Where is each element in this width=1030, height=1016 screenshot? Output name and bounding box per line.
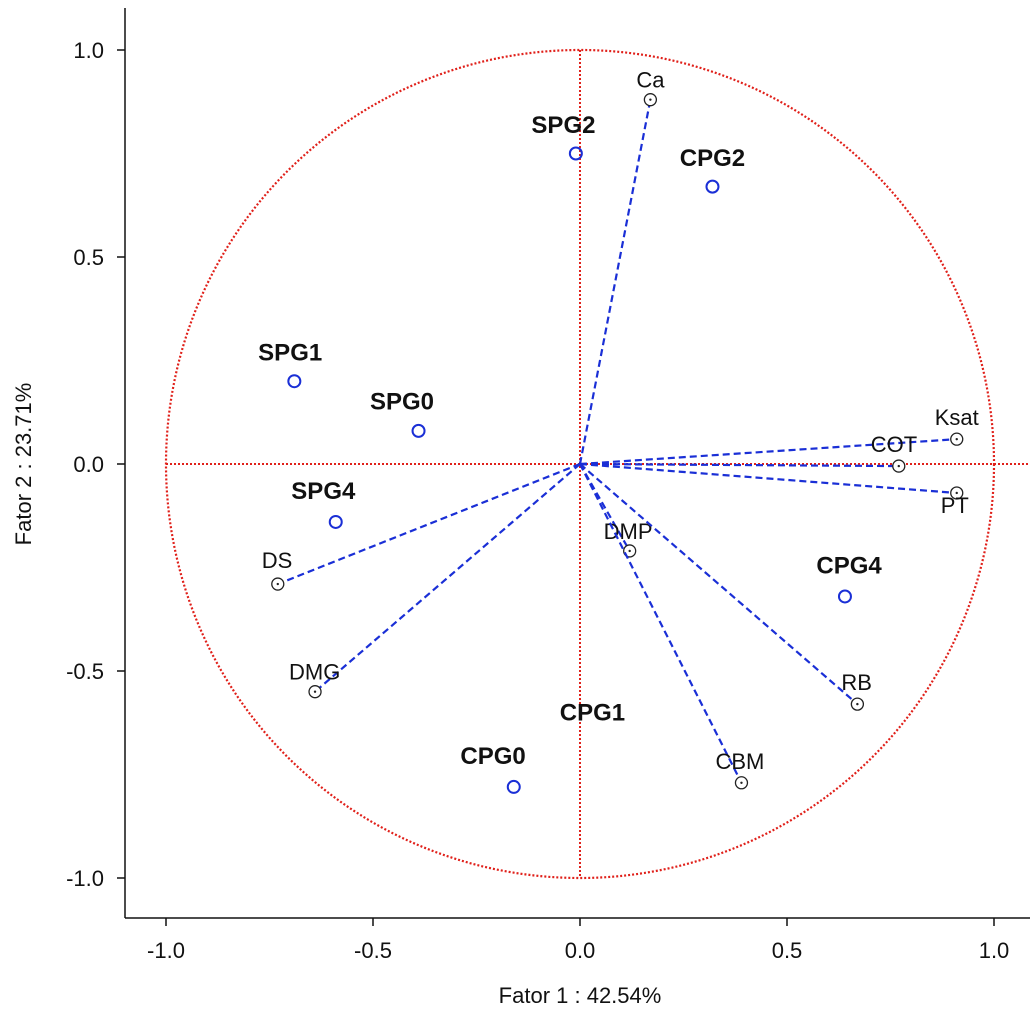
observation-marker-spg2 (568, 146, 583, 161)
x-axis-title: Fator 1 : 42.54% (499, 983, 662, 1008)
y-tick-label: 0.5 (73, 245, 104, 270)
x-tick-label: 0.5 (772, 938, 803, 963)
observation-marker-cpg4 (837, 589, 852, 604)
observation-label-cpg4: CPG4 (816, 553, 882, 580)
y-tick-label: 1.0 (73, 38, 104, 63)
variable-marker-dot-pt (955, 491, 958, 495)
y-tick-label: 0.0 (73, 452, 104, 477)
observation-marker-spg1 (287, 374, 302, 389)
variable-marker-dot-ksat (955, 437, 958, 441)
variable-label-dmp: DMP (604, 519, 653, 544)
variable-marker-dot-rb (856, 702, 859, 706)
variable-label-ds: DS (262, 548, 293, 573)
variable-vector-rb (579, 463, 859, 705)
observation-label-cpg1: CPG1 (560, 700, 625, 727)
variable-label-pt: PT (941, 493, 969, 518)
variable-marker-dot-cot (897, 464, 900, 468)
x-tick-label: 1.0 (979, 938, 1010, 963)
variable-vector-ksat (579, 438, 957, 466)
y-axis-title: Fator 2 : 23.71% (11, 383, 36, 546)
x-tick-label: 0.0 (565, 938, 596, 963)
variable-marker-dot-dmp (628, 549, 631, 553)
axes (124, 8, 1030, 919)
observation-marker-cpg0 (506, 779, 521, 794)
variable-marker-dot-cbm (740, 781, 743, 784)
ticks: -1.0 -0.5 0.0 0.5 1.0 1.0 0.5 0.0 -0.5 -1.0 (66, 38, 1009, 963)
variable-marker-dot-ca (649, 98, 652, 101)
variable-marker-dot-ds (276, 582, 279, 586)
variable-vector-cot (579, 462, 899, 468)
observation-marker-spg4 (328, 514, 343, 529)
observation-marker-cpg2 (705, 179, 720, 194)
variable-vector-ca (578, 99, 652, 465)
variable-vector-pt (579, 462, 957, 495)
plot-area: Ca Ksat COT PT DMP RB CBM DS DMG SPG2 CPG2 SPG1 SPG0… (164, 48, 1030, 880)
variable-marker-dot-dmg (313, 690, 317, 693)
observation-label-cpg2: CPG2 (680, 145, 745, 172)
variable-vector-ds (277, 462, 581, 586)
variable-label-cot: COT (871, 432, 917, 457)
x-tick-label: -0.5 (354, 938, 392, 963)
variable-label-cbm: CBM (715, 749, 764, 774)
variable-label-rb: RB (841, 670, 872, 695)
observation-label-spg0: SPG0 (370, 388, 434, 415)
variable-label-ksat: Ksat (935, 405, 979, 430)
x-tick-label: -1.0 (147, 938, 185, 963)
observation-label-spg1: SPG1 (258, 340, 322, 367)
variable-label-ca: Ca (636, 68, 665, 93)
variable-vector-dmg (314, 463, 581, 693)
y-tick-label: -0.5 (66, 659, 104, 684)
variable-label-dmg: DMG (289, 660, 340, 685)
y-tick-label: -1.0 (66, 866, 104, 891)
observation-label-spg2: SPG2 (531, 112, 595, 139)
observation-marker-spg0 (411, 423, 426, 438)
observation-label-cpg0: CPG0 (460, 743, 525, 770)
variable-vector-cbm (579, 463, 743, 784)
observation-label-spg4: SPG4 (291, 478, 356, 505)
